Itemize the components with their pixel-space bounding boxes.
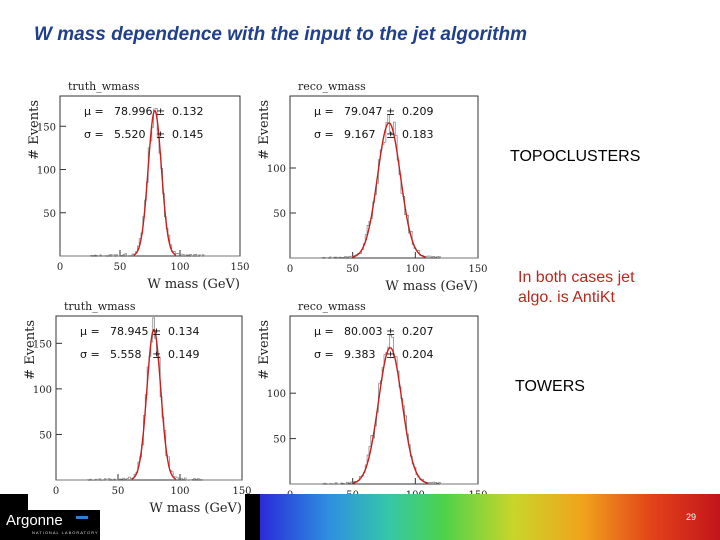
y-tick-label: 50	[43, 209, 56, 220]
argonne-logo: Argonne	[6, 512, 63, 529]
x-tick-label: 50	[114, 262, 127, 273]
slide-title: W mass dependence with the input to the …	[34, 24, 527, 45]
histogram-bins	[60, 108, 240, 257]
y-tick-label: 100	[37, 166, 56, 177]
y-tick-label: 50	[273, 435, 286, 446]
x-axis-label: W mass (GeV)	[147, 277, 240, 292]
y-axis-label: # Events	[28, 100, 42, 160]
logo-background	[0, 510, 100, 540]
sigma-label: σ =	[314, 128, 334, 141]
x-tick-label: 100	[406, 264, 425, 275]
y-axis-label: # Events	[24, 320, 38, 380]
footer-dark-block-2	[245, 494, 260, 540]
sigma-error: 0.145	[172, 128, 204, 141]
plot-frame	[289, 315, 479, 485]
histogram-title: reco_wmass	[298, 300, 366, 313]
page-number: 29	[686, 512, 697, 522]
mu-value: 78.996	[114, 105, 153, 118]
x-tick-label: 150	[230, 262, 249, 273]
jet-algo-note-line1: In both cases jet	[518, 269, 635, 286]
mu-pm: ±	[386, 105, 395, 118]
rainbow-gradient-band	[260, 494, 720, 540]
topoclusters-label: TOPOCLUSTERS	[510, 148, 641, 165]
mu-pm: ±	[156, 105, 165, 118]
mu-value: 79.047	[344, 105, 383, 118]
y-tick-label: 150	[33, 339, 52, 350]
plot-frame	[59, 95, 241, 257]
sigma-label: σ =	[80, 348, 100, 361]
x-tick-label: 0	[287, 264, 293, 275]
mu-label: μ =	[84, 105, 104, 118]
sigma-label: σ =	[84, 128, 104, 141]
mu-label: μ =	[314, 105, 334, 118]
sigma-value: 9.383	[344, 348, 376, 361]
gaussian-fit-curve	[352, 347, 429, 484]
mu-label: μ =	[314, 325, 334, 338]
histogram-title: truth_wmass	[68, 80, 140, 93]
plot-frame	[55, 315, 243, 481]
sigma-value: 5.520	[114, 128, 146, 141]
x-tick-label: 0	[57, 262, 63, 273]
mu-pm: ±	[386, 325, 395, 338]
histogram-title: truth_wmass	[64, 300, 136, 313]
histogram-bins	[290, 334, 478, 485]
sigma-pm: ±	[156, 128, 165, 141]
sigma-error: 0.183	[402, 128, 434, 141]
gaussian-fit-curve	[352, 122, 426, 258]
mu-error: 0.134	[168, 325, 200, 338]
logo-accent-bar	[76, 516, 88, 519]
x-axis-label: W mass (GeV)	[385, 279, 478, 294]
logo-subtitle: NATIONAL LABORATORY	[32, 530, 99, 535]
mu-error: 0.209	[402, 105, 434, 118]
y-tick-label: 50	[39, 430, 52, 441]
histogram-svg: truth_wmass 50 100 150 0 50 100 150 W mass (GeV)…	[24, 294, 254, 520]
mu-label: μ =	[80, 325, 100, 338]
x-tick-label: 50	[112, 486, 125, 497]
x-tick-label: 0	[53, 486, 59, 497]
mu-error: 0.132	[172, 105, 204, 118]
x-tick-label: 150	[468, 264, 487, 275]
towers-label: TOWERS	[515, 378, 585, 395]
sigma-error: 0.149	[168, 348, 200, 361]
jet-algo-note-line2: algo. is AntiKt	[518, 289, 615, 306]
x-tick-label: 100	[170, 262, 189, 273]
sigma-pm: ±	[386, 128, 395, 141]
sigma-label: σ =	[314, 348, 334, 361]
gaussian-fit-curve	[133, 109, 177, 256]
x-tick-label: 150	[232, 486, 251, 497]
y-tick-label: 100	[267, 164, 286, 175]
mu-value: 78.945	[110, 325, 149, 338]
histogram-title: reco_wmass	[298, 80, 366, 93]
footer-bar: Argonne NATIONAL LABORATORY 29	[0, 494, 720, 540]
sigma-value: 9.167	[344, 128, 376, 141]
plot-truth-topoclusters: truth_wmass 50 100 150 0 50 100 150 W mass (GeV)…	[28, 74, 252, 296]
x-tick-label: 50	[346, 264, 359, 275]
y-tick-label: 100	[267, 389, 286, 400]
sigma-pm: ±	[386, 348, 395, 361]
plot-truth-towers: truth_wmass 50 100 150 0 50 100 150 W mass (GeV)…	[24, 294, 254, 520]
x-axis-label: W mass (GeV)	[149, 501, 242, 516]
sigma-value: 5.558	[110, 348, 142, 361]
histogram-bins	[56, 317, 242, 481]
mu-error: 0.207	[402, 325, 434, 338]
y-tick-label: 150	[37, 122, 56, 133]
histogram-bins	[290, 114, 478, 259]
histogram-svg: truth_wmass 50 100 150 0 50 100 150 W mass (GeV)…	[28, 74, 252, 296]
plot-reco-topoclusters: reco_wmass 50 100 0 50 100 150 W mass (GeV) # Ev…	[258, 74, 490, 298]
plot-frame	[289, 95, 479, 259]
x-tick-label: 100	[170, 486, 189, 497]
y-axis-label: # Events	[258, 100, 272, 160]
y-tick-label: 50	[273, 209, 286, 220]
histogram-svg: reco_wmass 50 100 0 50 100 150 W mass (GeV) # Ev…	[258, 74, 490, 298]
sigma-error: 0.204	[402, 348, 434, 361]
jet-algo-note: In both cases jet algo. is AntiKt	[518, 268, 635, 308]
mu-value: 80.003	[344, 325, 383, 338]
y-tick-label: 100	[33, 385, 52, 396]
sigma-pm: ±	[152, 348, 161, 361]
y-axis-label: # Events	[258, 320, 272, 380]
gaussian-fit-curve	[131, 328, 177, 480]
mu-pm: ±	[152, 325, 161, 338]
